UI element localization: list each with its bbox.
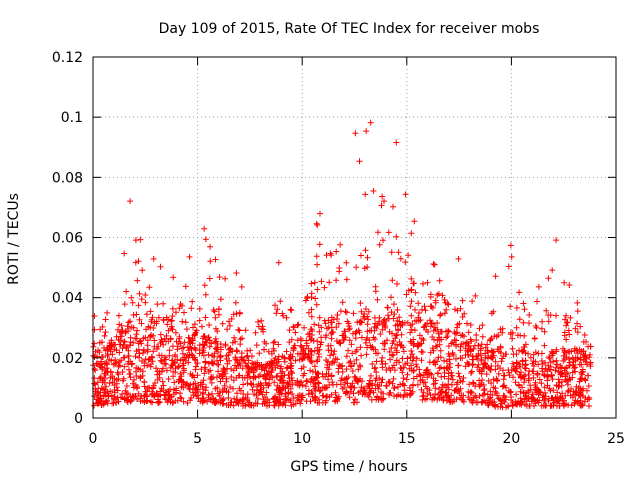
x-tick-label: 0 — [89, 431, 98, 447]
y-tick-labels: 0 0.02 0.04 0.06 0.08 0.1 0.12 — [52, 50, 83, 427]
x-tick-label: 5 — [193, 431, 202, 447]
chart-title: Day 109 of 2015, Rate Of TEC Index for r… — [159, 21, 540, 37]
x-tick-label: 25 — [607, 431, 625, 447]
y-tick-label: 0.02 — [52, 351, 83, 367]
x-tick-label: 10 — [293, 431, 311, 447]
x-axis-label: GPS time / hours — [290, 459, 407, 475]
y-tick-label: 0.08 — [52, 170, 83, 186]
data-points — [90, 119, 594, 411]
y-axis-label: ROTI / TECUs — [6, 193, 22, 285]
scatter-points — [90, 119, 594, 411]
y-tick-label: 0.04 — [52, 291, 83, 307]
x-tick-labels: 0 5 10 15 20 25 — [89, 431, 625, 447]
y-tick-label: 0.1 — [61, 110, 83, 126]
x-tick-label: 20 — [502, 431, 520, 447]
y-tick-label: 0.06 — [52, 231, 83, 247]
x-tick-label: 15 — [398, 431, 416, 447]
y-tick-label: 0.12 — [52, 50, 83, 66]
y-tick-label: 0 — [74, 411, 83, 427]
axis-ticks — [92, 56, 617, 419]
